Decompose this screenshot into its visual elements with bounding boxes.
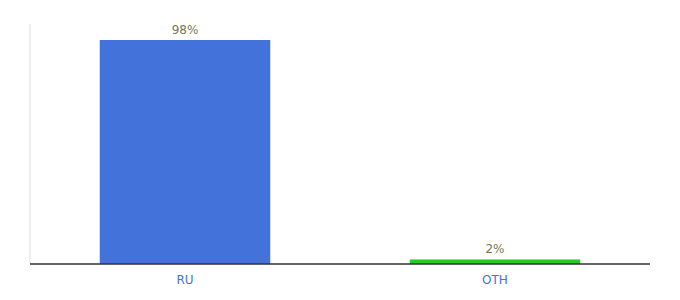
x-axis-line [30, 263, 650, 265]
bars [100, 40, 581, 264]
chart-container: 98% 2% RU OTH [0, 0, 680, 300]
x-tick-label: OTH [482, 273, 508, 287]
x-tick-label: RU [176, 273, 193, 287]
chart: 98% 2% RU OTH [0, 0, 680, 300]
y-axis-line [30, 24, 31, 264]
data-label: 2% [485, 242, 504, 256]
data-label: 98% [172, 23, 199, 37]
bar [100, 40, 271, 264]
